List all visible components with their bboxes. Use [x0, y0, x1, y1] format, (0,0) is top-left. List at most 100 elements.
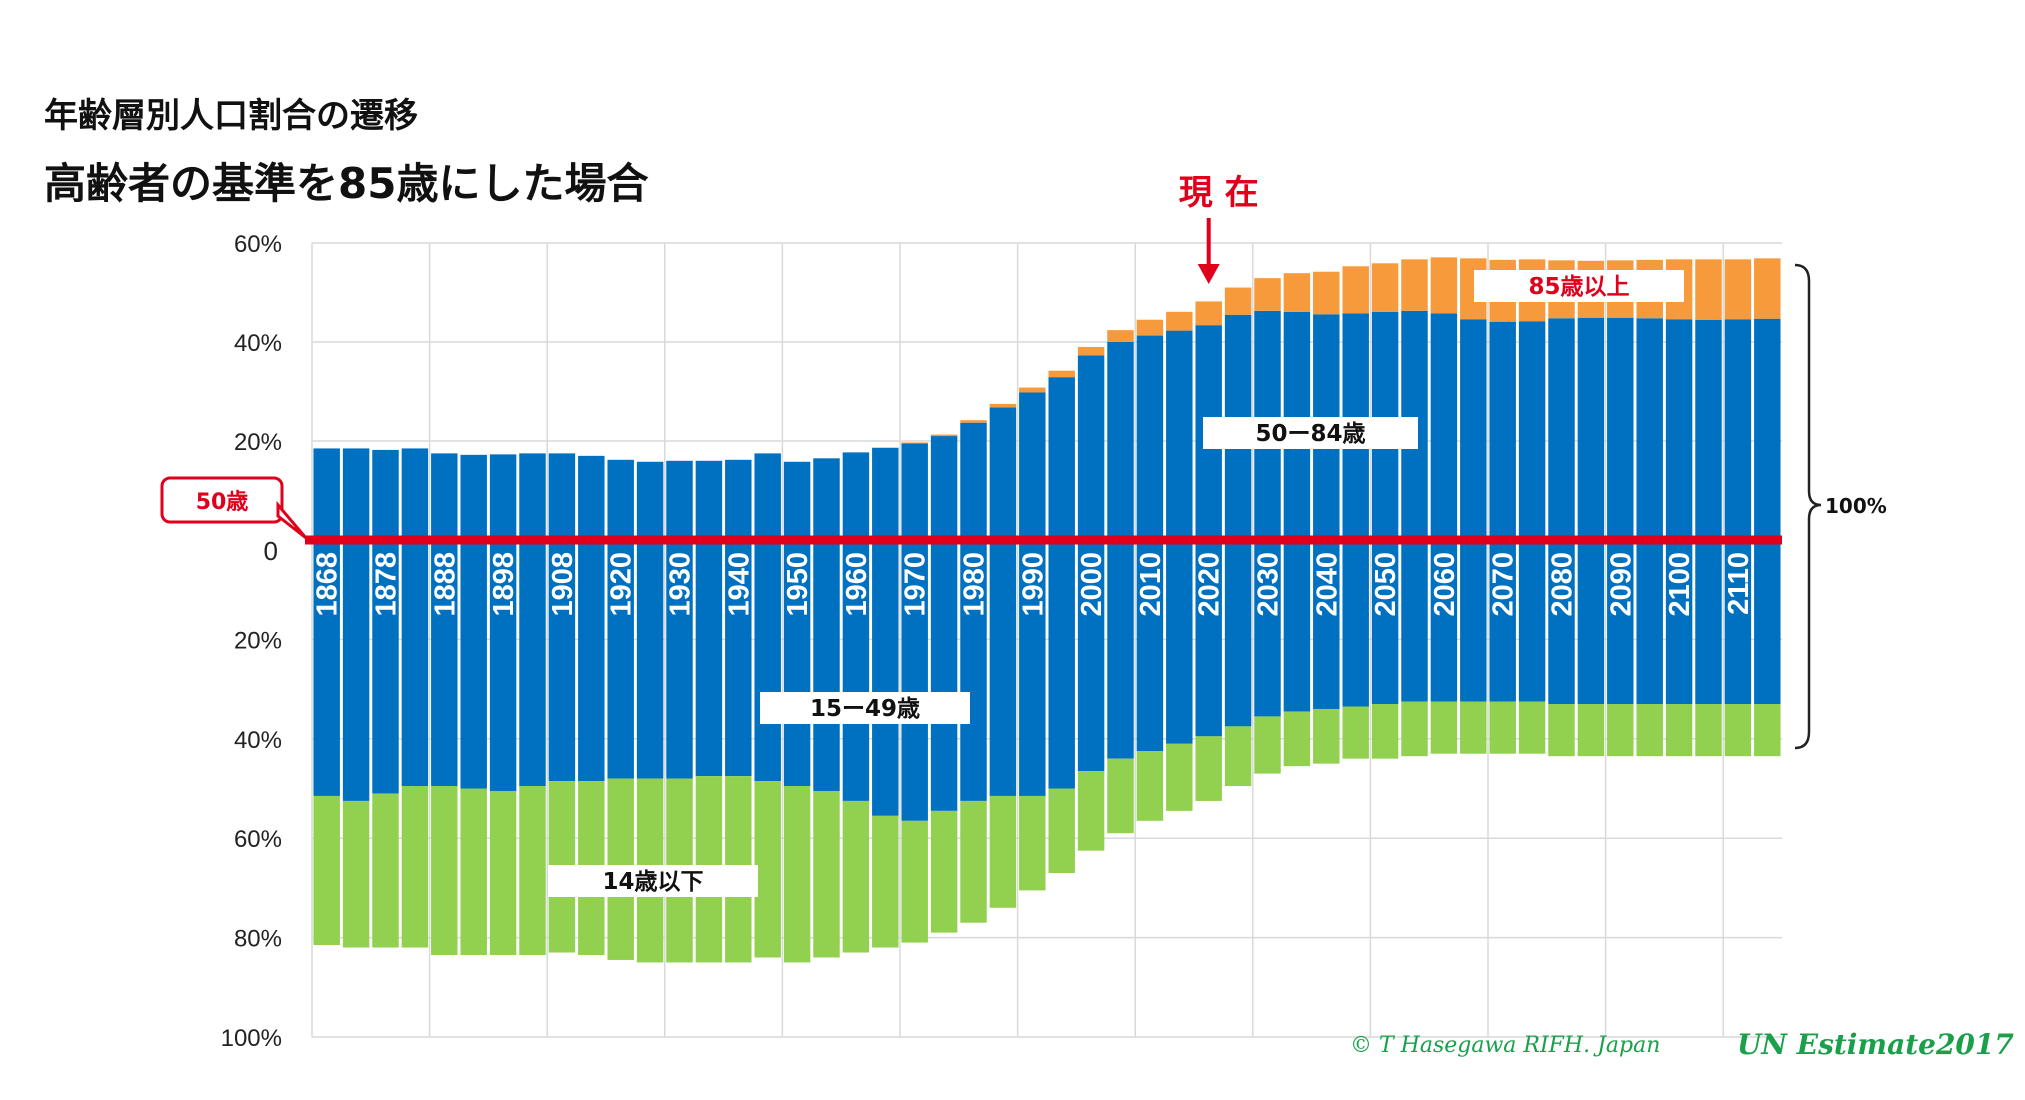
bar-85-plus — [1048, 370, 1075, 378]
bar-85-plus — [1107, 330, 1134, 342]
bar-14-under — [1166, 743, 1193, 811]
bar-14-under — [1724, 704, 1752, 757]
bar-85-plus — [1077, 346, 1105, 356]
bar-15-49 — [1077, 540, 1105, 772]
bar-50-84 — [813, 458, 840, 540]
bar-15-49 — [1665, 540, 1693, 705]
bar-50-84 — [666, 460, 693, 540]
bar-15-49 — [1636, 540, 1663, 705]
bar-50-84 — [1460, 319, 1487, 540]
bar-85-plus — [1136, 319, 1164, 336]
bar-85-plus — [1342, 266, 1369, 314]
bar-14-under — [1077, 771, 1105, 851]
bar-15-49 — [1695, 540, 1722, 705]
x-tick-label: 2000 — [1076, 552, 1108, 617]
bar-50-84 — [989, 407, 1017, 540]
bar-15-49 — [1195, 540, 1222, 737]
bar-50-84 — [1548, 318, 1575, 540]
chart-subtitle: 高齢者の基準を85歳にした場合 — [44, 159, 649, 208]
bar-50-84 — [960, 422, 987, 540]
bar-14-under — [342, 800, 370, 948]
bar-50-84 — [1754, 318, 1781, 540]
series-label-14-under: 14歳以下 — [602, 869, 703, 895]
x-tick-label: 1888 — [429, 552, 461, 617]
bar-15-49 — [1254, 540, 1281, 717]
bar-15-49 — [1607, 540, 1634, 705]
bar-15-49 — [578, 540, 605, 782]
bar-14-under — [1754, 704, 1781, 757]
x-axis: 1868 1878 1888 1898 1908 1920 1930 1940 1950 1960… — [312, 552, 1755, 617]
x-tick-label: 2100 — [1664, 552, 1696, 617]
x-tick-label: 1990 — [1017, 552, 1049, 617]
series-label-85-plus-box — [1474, 270, 1684, 302]
bar-50-84 — [1665, 319, 1693, 540]
bar-85-plus — [1224, 287, 1252, 315]
bar-85-plus — [1695, 259, 1722, 320]
y-tick-label: 20% — [234, 429, 282, 456]
bar-15-49 — [1460, 540, 1487, 702]
x-tick-label: 1970 — [900, 552, 932, 617]
bar-15-49 — [783, 540, 811, 787]
bar-14-under — [372, 793, 399, 948]
bar-14-under — [1283, 711, 1311, 767]
series-label-15-49-box — [760, 692, 970, 724]
y-tick-label: 40% — [234, 330, 282, 357]
x-tick-label: 2050 — [1370, 552, 1402, 617]
bar-15-49 — [1518, 540, 1546, 702]
bar-50-84 — [431, 453, 458, 540]
series-label-50-84: 50ー84歳 — [1255, 421, 1365, 447]
bar-85-plus — [1401, 259, 1428, 311]
bar-14-under — [901, 820, 928, 943]
bar-15-49 — [401, 540, 429, 787]
bar-15-49 — [930, 540, 958, 811]
bar-50-84 — [754, 453, 781, 540]
bar-50-84 — [313, 448, 340, 540]
y-tick-label: 20% — [234, 627, 282, 654]
bar-50-84 — [1695, 319, 1722, 540]
bar-14-under — [401, 786, 429, 948]
bar-85-plus — [1019, 387, 1046, 393]
x-tick-label: 1920 — [606, 552, 638, 617]
x-tick-label: 1960 — [841, 552, 873, 617]
bar-85-plus — [1254, 278, 1281, 311]
bar-14-under — [1195, 736, 1222, 801]
bar-15-49 — [1136, 540, 1164, 752]
bar-15-49 — [725, 540, 752, 777]
bar-15-49 — [754, 540, 781, 782]
bar-15-49 — [1577, 540, 1605, 705]
bar-15-49 — [813, 540, 840, 791]
bar-14-under — [1254, 716, 1281, 774]
bar-50-84 — [489, 454, 517, 540]
x-tick-label: 2080 — [1547, 552, 1579, 617]
series-label-15-49: 15ー49歳 — [810, 696, 920, 722]
bar-14-under — [872, 815, 899, 948]
bar-15-49 — [1754, 540, 1781, 705]
bar-14-under — [1224, 726, 1252, 787]
bar-50-84 — [1166, 330, 1193, 540]
bar-14-under — [1401, 701, 1428, 757]
bar-15-49 — [1548, 540, 1575, 705]
bar-50-84 — [695, 460, 723, 540]
bar-85-plus — [1371, 263, 1399, 312]
bar-14-under — [460, 788, 487, 955]
x-tick-label: 2110 — [1723, 552, 1755, 615]
bar-15-49 — [1019, 540, 1046, 796]
bar-14-under — [813, 790, 840, 958]
bar-14-under — [842, 800, 870, 953]
bar-50-84 — [636, 461, 664, 540]
bar-14-under — [1695, 704, 1722, 757]
bar-50-84 — [1077, 355, 1105, 540]
bar-14-under — [1371, 704, 1399, 759]
x-tick-label: 1878 — [371, 552, 403, 617]
bar-50-84 — [607, 459, 634, 540]
bar-14-under — [1577, 704, 1605, 757]
bar-15-49 — [460, 540, 487, 789]
bar-15-49 — [1489, 540, 1516, 702]
bar-15-49 — [1313, 540, 1340, 709]
bar-14-under — [519, 786, 546, 955]
y-tick-label: 60% — [234, 231, 282, 258]
bar-14-under — [1313, 708, 1340, 764]
y-tick-label: 100% — [221, 1025, 282, 1052]
credit-source: UN Estimate2017 — [1737, 1028, 2014, 1061]
bar-50-84 — [372, 449, 399, 540]
